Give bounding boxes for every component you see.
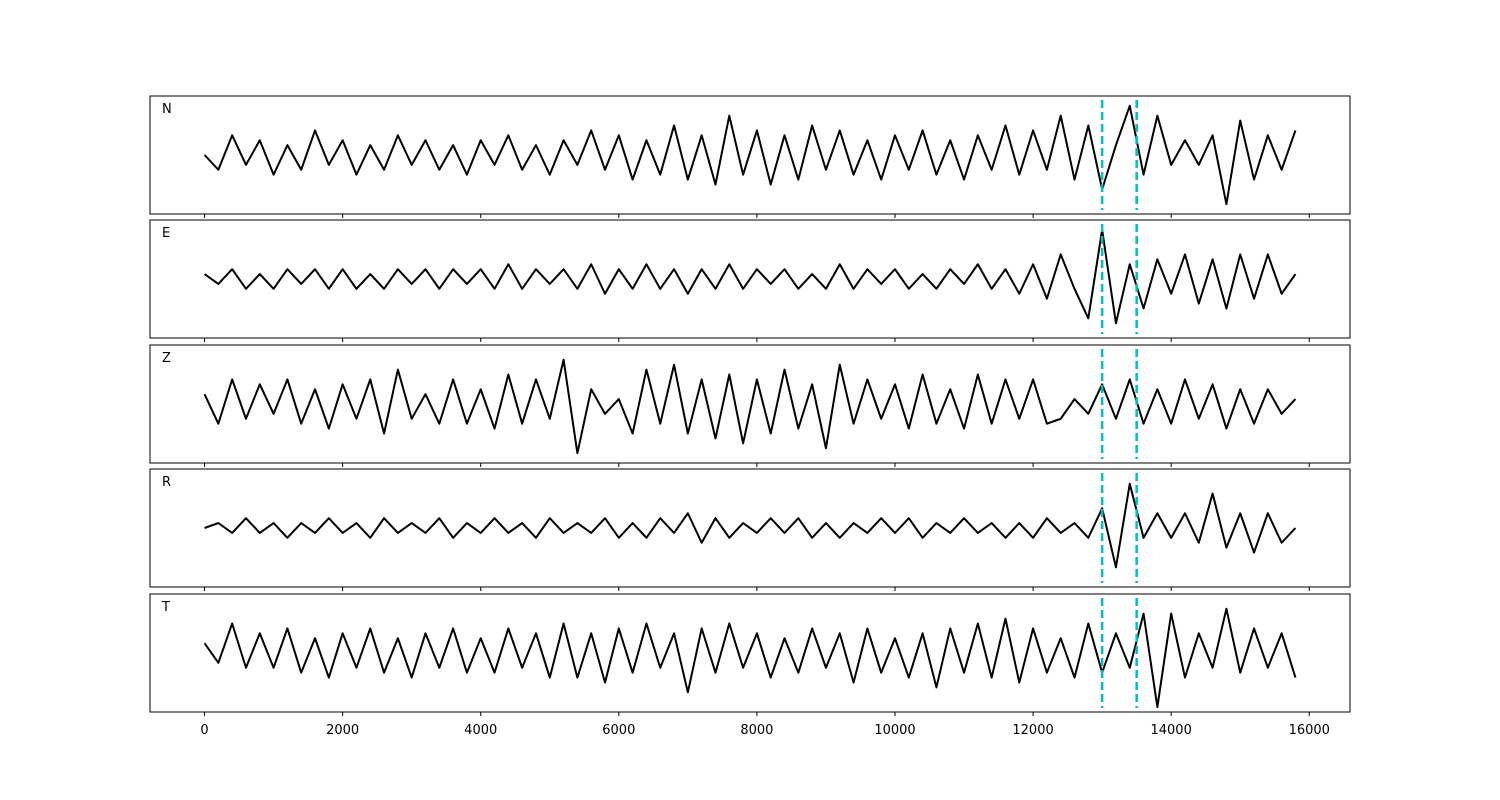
trace: [203, 228, 1297, 325]
panel-label: Z: [162, 351, 171, 366]
panel-label: T: [161, 600, 170, 615]
panel-frame: [149, 344, 1351, 464]
x-tick-label: 12000: [1012, 723, 1053, 738]
panel-frame: [149, 593, 1351, 713]
trace: [204, 482, 1297, 569]
x-tick-label: 16000: [1289, 723, 1330, 738]
x-tick-label: 8000: [740, 723, 773, 738]
x-tick-label: 14000: [1150, 723, 1191, 738]
x-tick-label: 2000: [326, 723, 359, 738]
trace: [203, 358, 1297, 455]
trace: [203, 607, 1297, 709]
panel-label: R: [162, 475, 171, 490]
x-tick-label: 10000: [874, 723, 915, 738]
trace: [203, 104, 1297, 206]
panel-frame: [149, 95, 1351, 215]
panel-label: E: [162, 226, 170, 241]
x-tick-label: 4000: [464, 723, 497, 738]
x-tick-label: 0: [200, 723, 208, 738]
x-tick-label: 6000: [602, 723, 635, 738]
panel-frame: [149, 219, 1351, 339]
panel-label: N: [162, 102, 172, 117]
panel-frame: [149, 468, 1351, 588]
